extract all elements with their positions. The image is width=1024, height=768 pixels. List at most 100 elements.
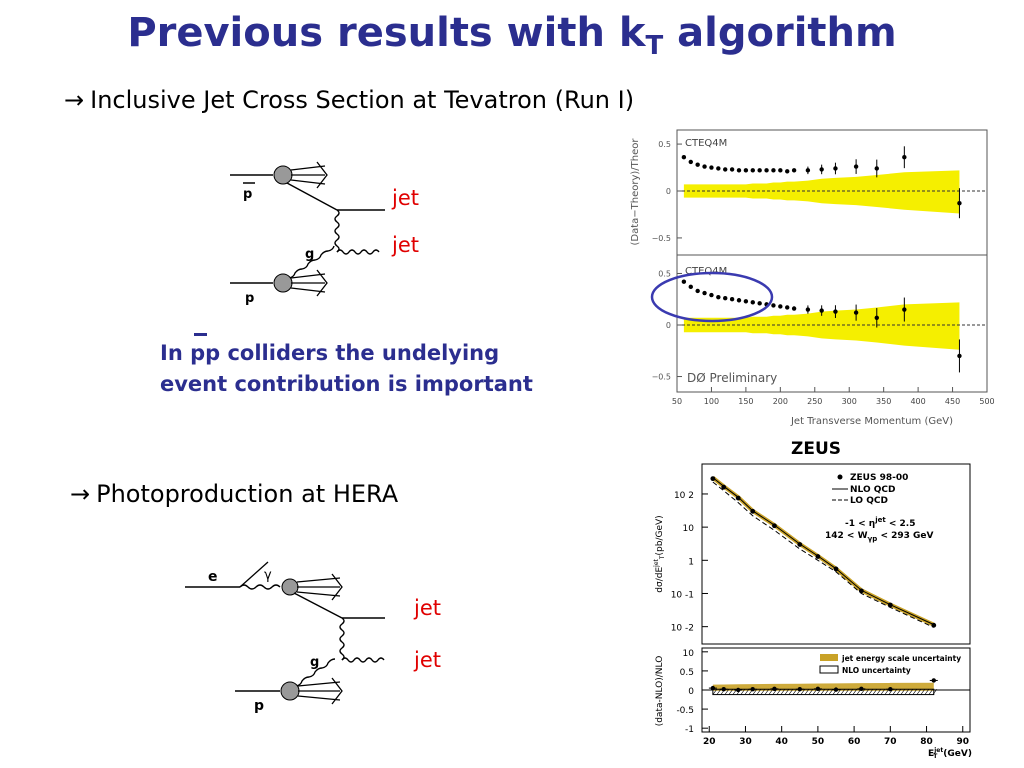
x-tick-label: 60 [848, 737, 861, 747]
x-tick-label: 100 [704, 397, 719, 406]
hatch-line [728, 689, 734, 695]
hatch-line [860, 689, 866, 695]
p-blob [273, 273, 293, 293]
y-tick-label: 0 [666, 187, 671, 196]
data-point [736, 298, 742, 303]
y-tick-label: -1 [685, 725, 694, 735]
hatch-line [804, 689, 810, 695]
data-point [729, 297, 735, 302]
x-tick-label: 250 [807, 397, 822, 406]
x-tick-label: 90 [956, 737, 969, 747]
hatch-line [840, 689, 846, 695]
bottom-y-axis-label: (data-NLO)/NLO [655, 656, 665, 727]
gluon-label: g [305, 247, 314, 262]
x-tick-label: 200 [773, 397, 788, 406]
data-point [874, 315, 879, 320]
hatch-line [864, 689, 870, 695]
y-tick-label: -0.5 [676, 706, 694, 716]
hatch-line [776, 689, 782, 695]
data-point [833, 166, 838, 171]
data-point [743, 168, 749, 173]
x-tick-label: 30 [739, 737, 752, 747]
hatch-line [836, 689, 842, 695]
gluon-from-proton [288, 245, 335, 279]
ratio-point [736, 687, 741, 693]
hatch-line [928, 689, 934, 695]
x-tick-label: 80 [920, 737, 933, 747]
slide-title: Previous results with kT algorithm [127, 10, 897, 61]
data-point [957, 201, 962, 206]
p-label: p [254, 698, 264, 714]
hatch-line [756, 689, 762, 695]
highlight-circle [650, 271, 774, 323]
x-tick-label: 70 [884, 737, 897, 747]
jet-label-3: jet [414, 596, 441, 620]
data-point [757, 301, 762, 306]
ratio-point [750, 687, 755, 692]
bullet-tevatron: → Inclusive Jet Cross Section at Tevatron… [64, 86, 635, 114]
x-tick-label: 300 [842, 397, 857, 406]
data-point [819, 308, 824, 313]
hatch-line [872, 689, 878, 695]
data-point [702, 290, 707, 296]
data-point [902, 307, 907, 312]
gluon-vertical [339, 617, 345, 661]
gluon-from-proton [295, 658, 336, 687]
data-point [710, 476, 716, 482]
data-point [819, 167, 824, 172]
hatch-line [916, 689, 922, 695]
lo-line [712, 481, 934, 628]
nlo-legend-swatch [819, 665, 839, 674]
hatch-line [808, 689, 814, 695]
hatch-line [784, 689, 790, 695]
y-tick-label: 0.5 [658, 140, 671, 149]
hatch-line [764, 689, 770, 695]
pbar-remnant-arrows [290, 161, 328, 189]
y-tick-label: 10 [683, 649, 695, 659]
legend-entry: NLO QCD [850, 485, 895, 495]
panel-label: CTEQ4M [685, 266, 727, 277]
data-point [681, 155, 687, 160]
y-tick-label: 1 [688, 557, 694, 567]
hatch-line [884, 689, 890, 695]
hatch-line [896, 689, 902, 695]
hatch-line [744, 689, 750, 695]
data-point [721, 484, 727, 490]
p-blob [280, 681, 300, 701]
uncertainty-band [683, 302, 960, 350]
data-point [778, 168, 783, 173]
data-point [723, 167, 728, 172]
y-tick-label: 0 [688, 687, 694, 697]
p-remnant-arrows [297, 677, 343, 705]
y-tick-label: 10 [683, 524, 695, 534]
data-point [887, 602, 893, 608]
pbar-label: p [243, 187, 252, 202]
y-tick-label: 0.5 [658, 269, 671, 278]
hatch-line [908, 689, 914, 695]
data-point [772, 523, 777, 529]
data-point [695, 162, 700, 167]
ppbar-overline: pp [190, 341, 221, 365]
right-arrow-icon: → [64, 86, 85, 114]
nlo-uncertainty-band [712, 688, 935, 696]
hatch-line [820, 689, 826, 695]
data-point [764, 168, 769, 173]
eta-cut: -1 < ηjet < 2.5 [845, 516, 915, 529]
x-axis-label: Jet Transverse Momentum (GeV) [790, 416, 953, 427]
data-point [791, 306, 797, 311]
legend-entry: ZEUS 98-00 [850, 473, 908, 483]
data-point [729, 167, 735, 172]
y-tick-label: −0.5 [652, 234, 671, 243]
hatch-line [828, 689, 834, 695]
uncertainty-band [683, 170, 960, 214]
hatch-line [740, 689, 746, 695]
ep-feynman-diagram: e γ g p [185, 561, 385, 714]
hatch-line [824, 689, 830, 695]
x-tick-label: 20 [703, 737, 716, 747]
hatch-line [912, 689, 918, 695]
data-point [805, 168, 811, 173]
p-label: p [245, 291, 254, 306]
gluon-label: g [310, 655, 319, 670]
pbar-blob [273, 165, 293, 185]
data-point [771, 303, 776, 308]
